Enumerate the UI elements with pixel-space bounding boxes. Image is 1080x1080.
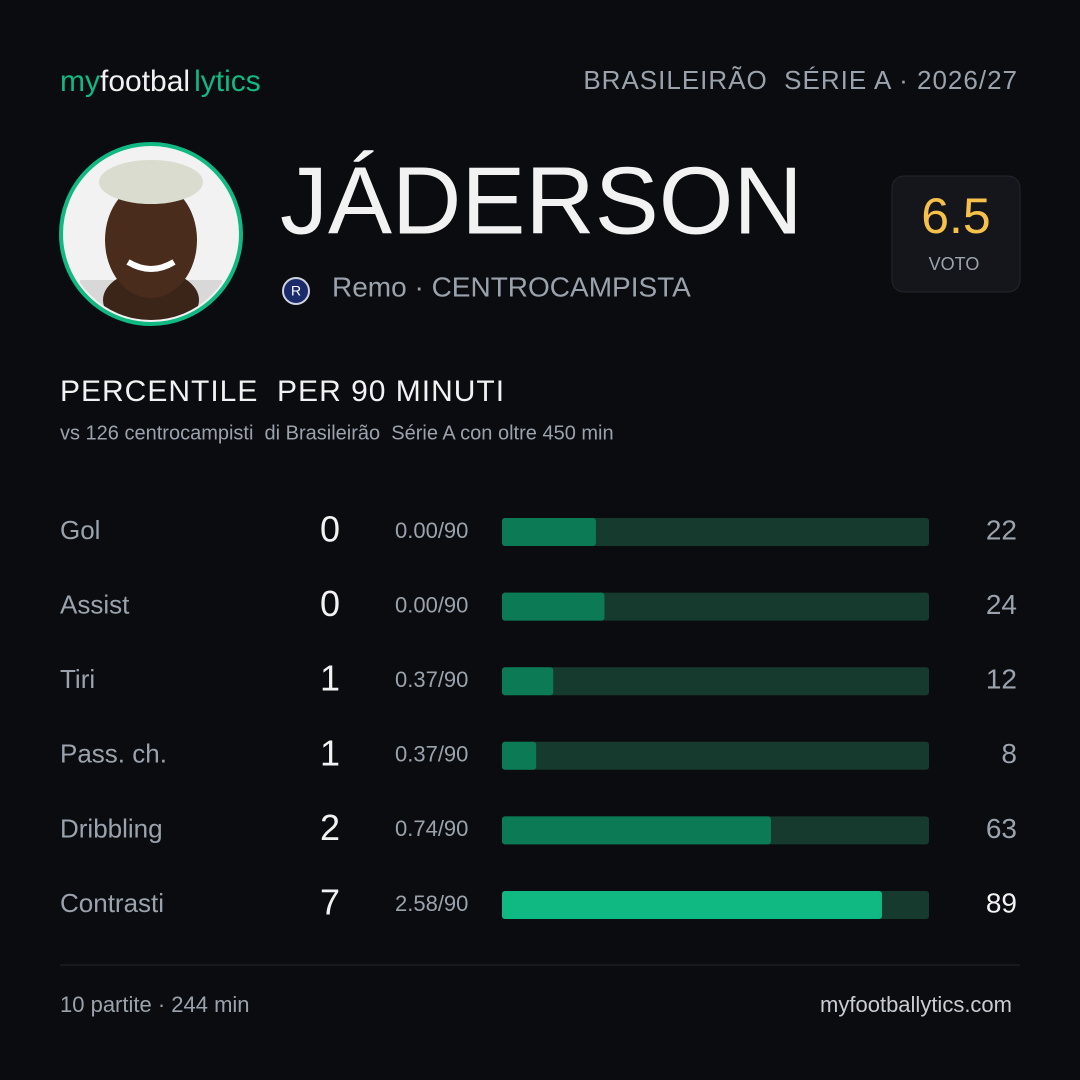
bar [502, 741, 537, 770]
stat-percentile: 63 [986, 813, 1017, 844]
bar [502, 667, 554, 696]
stat-per90: 0.00/90 [395, 518, 468, 543]
bar-track [502, 741, 929, 770]
stat-total: 7 [320, 882, 340, 923]
svg-text:R: R [291, 283, 301, 299]
stat-label: Pass. ch. [60, 739, 167, 769]
stat-percentile: 8 [1001, 738, 1017, 769]
bar-track [502, 518, 929, 546]
stat-per90: 0.74/90 [395, 816, 468, 841]
stat-label: Tiri [60, 664, 95, 694]
stat-percentile: 12 [986, 664, 1017, 695]
stat-label: Dribbling [60, 813, 163, 843]
bar-track [502, 592, 929, 621]
stat-per90: 0.00/90 [395, 592, 468, 617]
club-badge: R [282, 277, 310, 305]
stat-per90: 0.37/90 [395, 742, 468, 767]
brand-part: lytics [194, 65, 261, 98]
rating: 6.5 [921, 188, 991, 244]
footer-right: myfootballytics.com [820, 992, 1012, 1017]
rating-box [891, 175, 1021, 293]
rating-label: VOTO [929, 254, 980, 274]
stat-total: 1 [320, 658, 340, 699]
footer-left: 10 partite · 244 min [60, 992, 250, 1017]
bar [502, 891, 883, 919]
brand: myfootbal lytics [60, 65, 261, 98]
stat-total: 0 [320, 509, 340, 550]
stat-total: 1 [320, 732, 340, 773]
stat-rows: Gol 0 0.00/90 22 Assist 0 0.00/90 24 Tiri 1 0.37/9… [60, 509, 1017, 923]
club-role: Remo · CENTROCAMPISTA [332, 271, 691, 302]
league: BRASILEIRÃO SÉRIE A · 2026/27 [583, 65, 1018, 95]
brand-part: footbal [100, 65, 190, 98]
bar [502, 816, 772, 845]
bar [502, 592, 605, 621]
stat-label: Contrasti [60, 888, 164, 918]
avatar [59, 142, 243, 326]
section-subtitle: vs 126 centrocampisti di Brasileirão Sér… [60, 422, 614, 444]
stat-per90: 0.37/90 [395, 667, 468, 692]
stat-percentile: 89 [986, 887, 1017, 918]
stat-total: 0 [320, 583, 340, 624]
stat-per90: 2.58/90 [395, 891, 468, 916]
bar [502, 518, 596, 546]
stat-label: Gol [60, 515, 100, 545]
stat-label: Assist [60, 589, 130, 619]
brand-part: my [60, 65, 100, 98]
stat-percentile: 22 [986, 514, 1017, 545]
stat-percentile: 24 [986, 589, 1017, 620]
bar-track [502, 667, 929, 696]
section-title: PERCENTILE PER 90 MINUTI [60, 375, 505, 408]
player-name: JÁDERSON [280, 147, 803, 254]
stat-total: 2 [320, 807, 340, 848]
